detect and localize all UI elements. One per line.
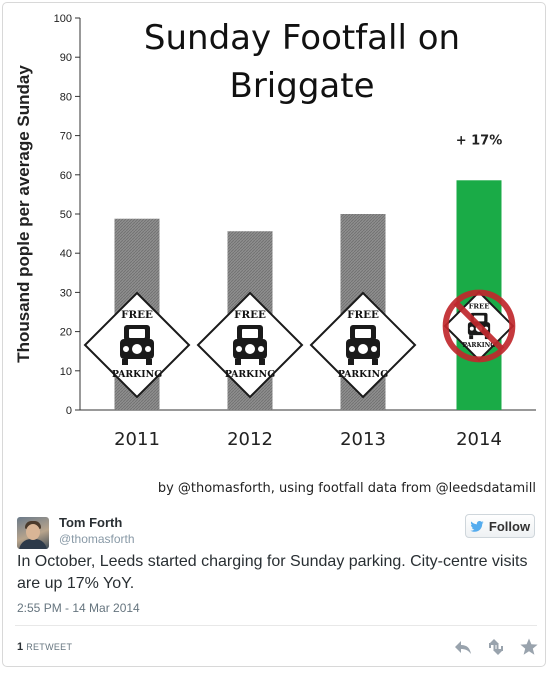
sign-free-label: FREE: [234, 309, 266, 321]
y-tick-label: 50: [60, 209, 72, 221]
growth-annotation: + 17%: [456, 133, 503, 148]
user-handle[interactable]: @thomasforth: [59, 532, 135, 546]
footfall-chart: 0 10 20 30 40 50 60 70 80 90 100 Thousand pople per…: [14, 13, 536, 496]
favorite-icon[interactable]: [519, 637, 539, 657]
sign-parking-label: PARKING: [338, 369, 388, 380]
sign-parking-label: PARKING: [112, 369, 162, 380]
y-tick-label: 70: [60, 131, 72, 143]
x-tick-label: 2012: [227, 429, 273, 450]
car-headlight-left: [469, 326, 474, 331]
y-axis-title: Thousand pople per average Sunday: [14, 65, 33, 363]
prohibition-ring: [442, 289, 516, 363]
car-grille: [130, 342, 144, 356]
car-headlight-right: [258, 346, 264, 352]
twitter-bird-icon: [470, 520, 484, 532]
sign-parking-label: PARKING: [225, 369, 275, 380]
car-headlight-left: [236, 346, 242, 352]
y-tick-label: 10: [60, 366, 72, 378]
car-wheel-right: [146, 359, 152, 365]
x-tick-label: 2011: [114, 429, 160, 450]
divider: [15, 625, 537, 626]
chart-image: 0 10 20 30 40 50 60 70 80 90 100 Thousand pople per…: [6, 6, 546, 508]
chart-source: by @thomasforth, using footfall data fro…: [158, 481, 536, 496]
x-tick-label: 2013: [340, 429, 386, 450]
x-tick-label: 2014: [456, 429, 502, 450]
free-parking-sign-2014: FREE PARKING: [442, 289, 516, 363]
car-grille: [243, 342, 257, 356]
sign-parking-label: PARKING: [463, 342, 496, 349]
chart-title-line: Briggate: [230, 66, 375, 106]
free-parking-sign-2012: FREE PARKING: [196, 291, 304, 399]
y-tick-label: 0: [66, 405, 72, 417]
car-window: [129, 329, 145, 338]
car-wheel-left: [469, 335, 474, 340]
car-headlight-right: [371, 346, 377, 352]
tweet-card: 0 10 20 30 40 50 60 70 80 90 100 Thousand pople per…: [2, 2, 546, 667]
follow-label: Follow: [488, 518, 531, 534]
y-tick-label: 90: [60, 52, 72, 64]
tweet-header: Tom Forth @thomasforth Follow: [3, 511, 547, 551]
car-wheel-left: [235, 359, 241, 365]
retweet-icon[interactable]: [486, 637, 506, 657]
car-icon: [120, 325, 154, 365]
free-parking-sign-2013: FREE PARKING: [309, 291, 417, 399]
car-headlight-right: [145, 346, 151, 352]
car-icon: [346, 325, 380, 365]
sign-free-label: FREE: [469, 302, 490, 310]
sign-free-label: FREE: [121, 309, 153, 321]
retweet-number: 1: [17, 641, 24, 653]
car-grille: [356, 342, 370, 356]
tweet-actions: [453, 635, 539, 659]
reply-icon[interactable]: [453, 637, 473, 657]
y-tick-label: 30: [60, 287, 72, 299]
follow-button[interactable]: Follow: [465, 514, 535, 538]
free-parking-sign-2011: FREE PARKING: [83, 291, 191, 399]
car-window: [242, 329, 258, 338]
tweet-text: In October, Leeds started charging for S…: [17, 553, 528, 592]
tweet-timestamp[interactable]: 2:55 PM - 14 Mar 2014: [17, 601, 140, 615]
y-tick-label: 60: [60, 170, 72, 182]
y-tick-label: 80: [60, 91, 72, 103]
car-icon: [233, 325, 267, 365]
user-name[interactable]: Tom Forth: [59, 515, 123, 530]
car-wheel-right: [372, 359, 378, 365]
car-headlight-left: [123, 346, 129, 352]
retweet-label: RETWEET: [26, 642, 73, 652]
retweet-count[interactable]: 1 RETWEET: [17, 641, 72, 653]
sign-free-label: FREE: [347, 309, 379, 321]
prohibition-slash: [453, 300, 505, 352]
car-wheel-right: [259, 359, 265, 365]
y-tick-label: 40: [60, 248, 72, 260]
car-wheel-left: [122, 359, 128, 365]
avatar[interactable]: [17, 517, 49, 549]
car-window: [355, 329, 371, 338]
car-headlight-left: [349, 346, 355, 352]
y-tick-label: 20: [60, 327, 72, 339]
y-tick-label: 100: [54, 13, 72, 25]
chart-title-line: Sunday Footfall on: [144, 18, 460, 58]
car-wheel-left: [348, 359, 354, 365]
